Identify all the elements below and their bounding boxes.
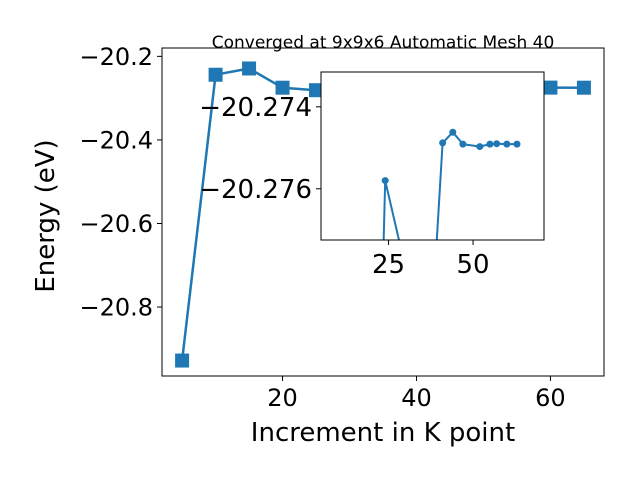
inset-data-point xyxy=(476,143,484,151)
main-x-ticks: 20 40 60 xyxy=(267,376,566,412)
inset-data-point xyxy=(378,308,385,315)
main-data-point xyxy=(208,67,223,82)
inset-data-point xyxy=(429,308,436,315)
inset-data-point xyxy=(513,140,521,148)
main-data-point xyxy=(309,83,324,98)
inset-data-point xyxy=(381,177,389,185)
main-x-tick-label: 40 xyxy=(401,384,432,412)
inset-y-tick-label: −20.276 xyxy=(199,175,312,205)
inset-data-point xyxy=(439,139,447,147)
inset-data-point xyxy=(412,308,419,315)
main-y-tick-label: −20.4 xyxy=(79,127,153,155)
inset-x-tick-label: 25 xyxy=(372,250,405,280)
inset-y-ticks: −20.276 −20.274 xyxy=(199,93,321,205)
inset-marker-layer xyxy=(378,128,521,315)
chart-title: Converged at 9x9x6 Automatic Mesh 40 xyxy=(212,33,555,53)
x-axis-label: Increment in K point xyxy=(251,418,515,448)
main-y-tick-label: −20.2 xyxy=(79,43,153,71)
main-data-point xyxy=(175,353,190,368)
y-axis-label: Energy (eV) xyxy=(31,139,61,292)
inset-y-tick-label: −20.274 xyxy=(199,93,312,123)
main-y-tick-label: −20.6 xyxy=(79,210,153,238)
main-data-point xyxy=(576,80,591,95)
inset-data-point xyxy=(449,128,457,136)
inset-data-point xyxy=(493,140,501,148)
inset-data-point xyxy=(459,140,467,148)
main-data-point xyxy=(242,61,257,76)
main-data-point xyxy=(543,80,558,95)
inset-plot-frame xyxy=(320,71,545,241)
main-data-point xyxy=(275,80,290,95)
main-plot-frame xyxy=(161,47,605,377)
inset-data-point xyxy=(503,140,511,148)
main-y-ticks: −20.8 −20.6 −20.4 −20.2 xyxy=(79,43,162,322)
main-x-tick-label: 60 xyxy=(535,384,566,412)
inset-background xyxy=(321,72,544,240)
inset-data-point xyxy=(486,140,494,148)
inset-axes: 25 50 −20.276 −20.274 xyxy=(199,71,545,315)
inset-x-tick-label: 50 xyxy=(456,250,489,280)
inset-x-ticks: 25 50 xyxy=(372,240,490,280)
main-x-tick-label: 20 xyxy=(267,384,298,412)
main-y-tick-label: −20.8 xyxy=(79,294,153,322)
